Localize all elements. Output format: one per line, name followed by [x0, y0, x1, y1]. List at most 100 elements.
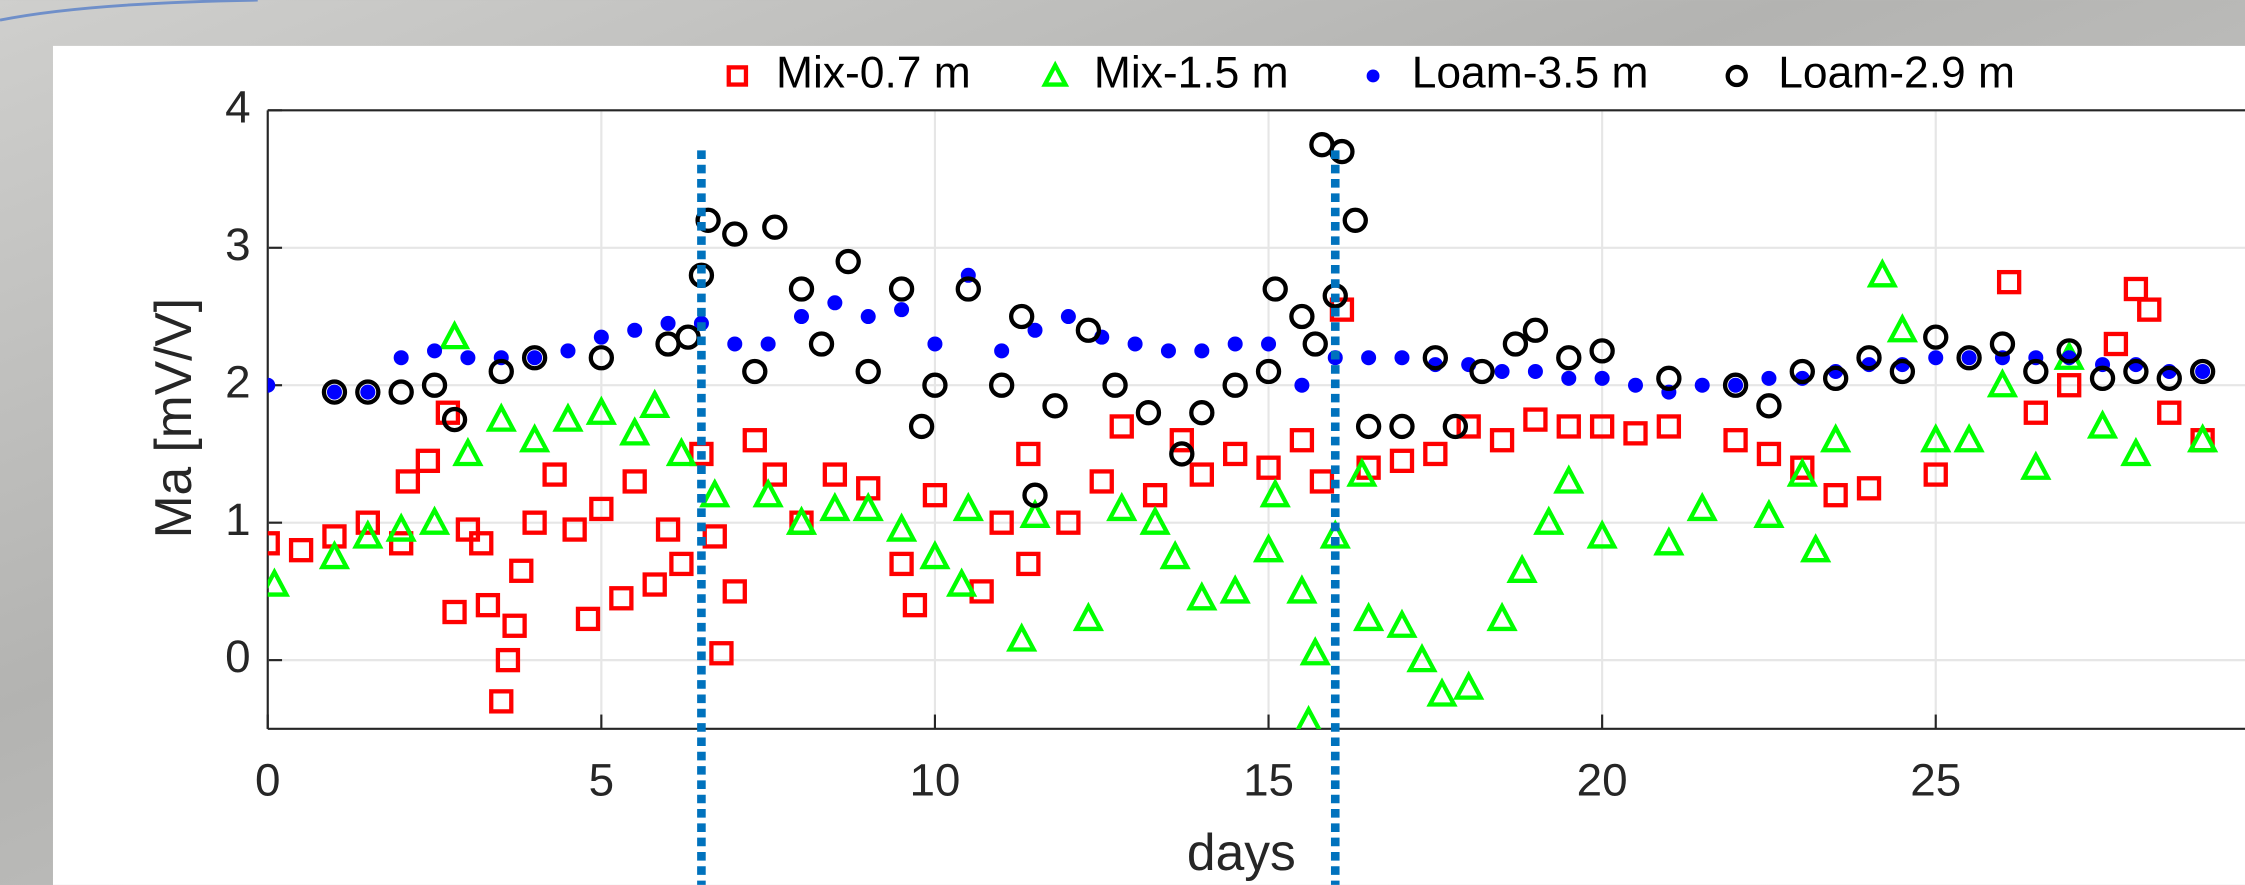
dot-marker: [326, 384, 342, 400]
square-marker: [389, 531, 414, 556]
triangle-marker: [1353, 601, 1385, 632]
triangle-marker: [1820, 423, 1852, 453]
circle-marker: [1262, 276, 1288, 302]
triangle-marker: [1486, 601, 1518, 632]
y-tick-label: 2: [225, 356, 250, 407]
square-marker: [609, 586, 634, 611]
square-marker: [435, 400, 461, 425]
square-marker: [1189, 462, 1214, 487]
square-marker: [1756, 441, 1782, 467]
triangle-marker: [1186, 581, 1218, 611]
circle-marker: [1956, 345, 1982, 371]
circle-marker: [695, 207, 721, 233]
square-marker: [1016, 441, 1041, 467]
square-marker: [1016, 551, 1041, 577]
circle-marker: [2089, 365, 2116, 392]
circle-marker: [488, 358, 514, 385]
circle-marker: [2156, 365, 2182, 392]
square-marker: [522, 510, 547, 535]
square-marker: [1256, 455, 1281, 480]
x-tick-label: 5: [589, 754, 614, 805]
circle-marker: [1422, 345, 1449, 371]
square-marker: [1489, 428, 1515, 453]
data-points: [267, 132, 2219, 729]
circle-marker: [1442, 413, 1469, 440]
circle-marker: [1722, 372, 1749, 398]
triangle-marker: [2187, 423, 2219, 453]
triangle-marker: [819, 491, 851, 522]
square-marker: [1856, 476, 1882, 501]
dot-marker: [560, 343, 576, 359]
circle-marker: [788, 276, 815, 302]
square-marker: [2103, 331, 2129, 357]
triangle-marker: [1072, 601, 1105, 632]
square-marker: [622, 469, 647, 494]
series: [267, 267, 2211, 400]
dot-marker: [267, 377, 276, 393]
y-tick-label: 1: [225, 494, 250, 545]
circle-marker: [2189, 358, 2216, 385]
circle-marker: [1009, 303, 1035, 330]
circle-marker: [1756, 393, 1782, 419]
square-marker: [489, 689, 514, 714]
square-marker: [2057, 373, 2082, 398]
circle-marker: [441, 406, 468, 433]
triangle-marker: [1319, 519, 1351, 549]
dot-marker: [727, 336, 743, 352]
dot-marker: [1694, 377, 1710, 393]
dot-marker: [1261, 336, 1277, 352]
square-marker: [475, 592, 501, 618]
dot-marker: [1060, 308, 1076, 325]
dot-marker: [1127, 336, 1143, 352]
x-tick-label: 0: [255, 754, 280, 805]
dot-marker: [1594, 370, 1610, 386]
circle-marker: [388, 379, 414, 405]
square-marker: [902, 592, 928, 618]
triangle-marker: [418, 505, 451, 535]
circle-marker: [888, 276, 915, 302]
triangle-marker: [552, 402, 584, 432]
square-marker: [1589, 414, 1615, 439]
dot-marker: [860, 308, 876, 325]
dot-marker: [1494, 363, 1510, 380]
circle-marker: [321, 379, 348, 405]
dot-marker: [927, 336, 943, 352]
circle-marker: [1042, 393, 1068, 419]
circle-marker: [1656, 365, 1682, 392]
dot-marker: [1761, 370, 1777, 386]
square-marker: [822, 462, 848, 487]
triangle-marker: [1533, 505, 1565, 535]
triangle-marker: [1800, 533, 1832, 563]
dot-marker: [660, 315, 676, 331]
dot-marker: [593, 329, 609, 345]
circle-marker: [521, 345, 548, 371]
circle-marker: [988, 372, 1015, 398]
circle-marker: [1589, 338, 1615, 364]
circle-marker: [922, 372, 948, 398]
square-marker: [1723, 428, 1748, 453]
circle-marker: [762, 214, 788, 240]
triangle-marker: [438, 320, 471, 350]
circle-marker: [1889, 358, 1916, 385]
circle-marker: [2123, 358, 2149, 385]
y-axis-label: Ma [mV/V]: [144, 298, 202, 539]
triangle-marker: [1299, 636, 1331, 666]
legend-label: Mix-0.7 m: [776, 49, 971, 98]
dot-marker: [760, 336, 776, 352]
circle-marker: [1302, 331, 1328, 357]
square-marker: [762, 462, 787, 487]
circle-marker: [1502, 331, 1529, 357]
circle-marker: [1022, 482, 1048, 508]
dot-marker: [527, 350, 543, 366]
triangle-marker: [1653, 526, 1685, 556]
x-tick-label: 10: [909, 754, 960, 805]
triangle-marker: [1886, 313, 1918, 343]
square-marker: [1523, 407, 1548, 432]
triangle-marker: [1386, 608, 1418, 638]
dot-marker: [1527, 363, 1543, 380]
dot-marker: [460, 350, 476, 366]
square-marker: [509, 558, 534, 583]
triangle-marker: [1106, 491, 1138, 522]
square-marker: [1456, 414, 1481, 439]
